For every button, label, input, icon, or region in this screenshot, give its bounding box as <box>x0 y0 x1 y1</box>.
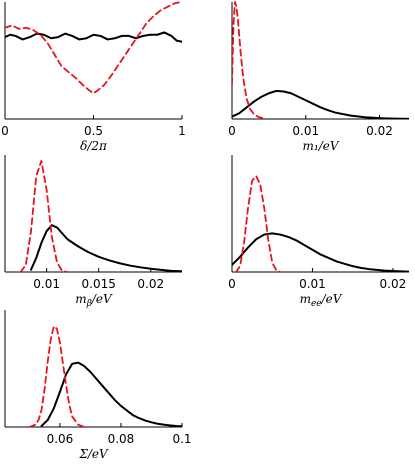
x-axis-label: m₁/eV <box>303 139 340 153</box>
x-tick-label: 0 <box>1 124 9 138</box>
chart-panel-1: 0 0.5 1 δ/2π <box>1 1 186 153</box>
x-axis-label: δ/2π <box>80 139 108 153</box>
x-tick-label: 0.02 <box>380 277 407 291</box>
x-tick-label: 0.5 <box>84 124 103 138</box>
chart-panel-2: 0 0.01 0.02 m₁/eV <box>228 1 409 153</box>
solid-black-curve <box>30 224 182 272</box>
x-tick-label: 0 <box>228 124 236 138</box>
solid-black-curve <box>5 31 182 43</box>
chart-panel-5: 0.06 0.08 0.1 Σ/eV <box>4 310 192 461</box>
dashed-red-curve <box>235 175 282 272</box>
x-tick-label: 0.02 <box>137 277 164 291</box>
dashed-red-curve <box>5 1 182 95</box>
chart-panel-4: 0 0.01 0.02 mee/eV <box>228 155 409 309</box>
x-tick-label: 0.08 <box>108 432 135 446</box>
solid-black-curve <box>232 89 409 119</box>
x-tick-label: 0.01 <box>33 277 60 291</box>
x-tick-label: 0 <box>228 277 236 291</box>
x-axis-label: mee/eV <box>300 292 343 309</box>
x-tick-label: 0.02 <box>366 124 393 138</box>
x-tick-label: 0.06 <box>47 432 74 446</box>
dashed-red-curve <box>19 159 69 272</box>
x-tick-label: 1 <box>178 124 186 138</box>
dashed-red-curve <box>232 1 267 119</box>
x-tick-label: 0.01 <box>292 124 319 138</box>
chart-panel-3: 0.01 0.015 0.02 mβ/eV <box>4 155 182 309</box>
x-tick-label: 0.015 <box>82 277 116 291</box>
x-tick-label: 0.01 <box>299 277 326 291</box>
solid-black-curve <box>232 232 409 272</box>
x-axis-label: mβ/eV <box>75 292 113 309</box>
x-tick-label: 0.1 <box>172 432 191 446</box>
x-axis-label: Σ/eV <box>78 447 109 461</box>
solid-black-curve <box>40 361 182 427</box>
dashed-red-curve <box>28 325 86 427</box>
